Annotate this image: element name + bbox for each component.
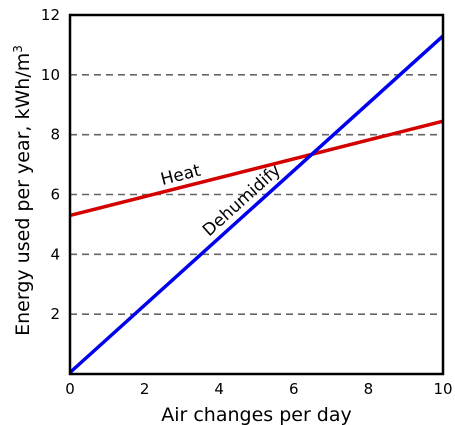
y-tick-label: 4 [50,245,60,263]
x-tick-label: 2 [140,380,150,398]
x-tick-label: 10 [433,380,452,398]
series-line-dehumidify [68,34,445,374]
y-tick-label: 12 [41,6,60,24]
y-tick-label: 6 [50,186,60,204]
series-lines [68,34,445,374]
x-tick-label: 0 [65,380,75,398]
y-axis-label-superscript: 3 [11,45,25,53]
x-tick-label: 8 [364,380,374,398]
y-axis-label-text: Energy used per year, kWh/m [12,53,34,336]
x-tick-label: 4 [214,380,224,398]
series-line-heat [69,119,444,218]
y-tick-labels: 2 4 6 8 10 12 [41,6,60,323]
y-tick-label: 10 [41,66,60,84]
y-tick-label: 2 [50,305,60,323]
x-tick-labels: 0 2 4 6 8 10 [65,380,452,398]
x-axis-label: Air changes per day [161,404,352,425]
x-tick-label: 6 [289,380,299,398]
series-label-heat: Heat [159,161,203,190]
y-axis-label: Energy used per year, kWh/m3 [11,45,34,336]
y-tick-label: 8 [50,126,60,144]
plot-frame [68,13,445,376]
